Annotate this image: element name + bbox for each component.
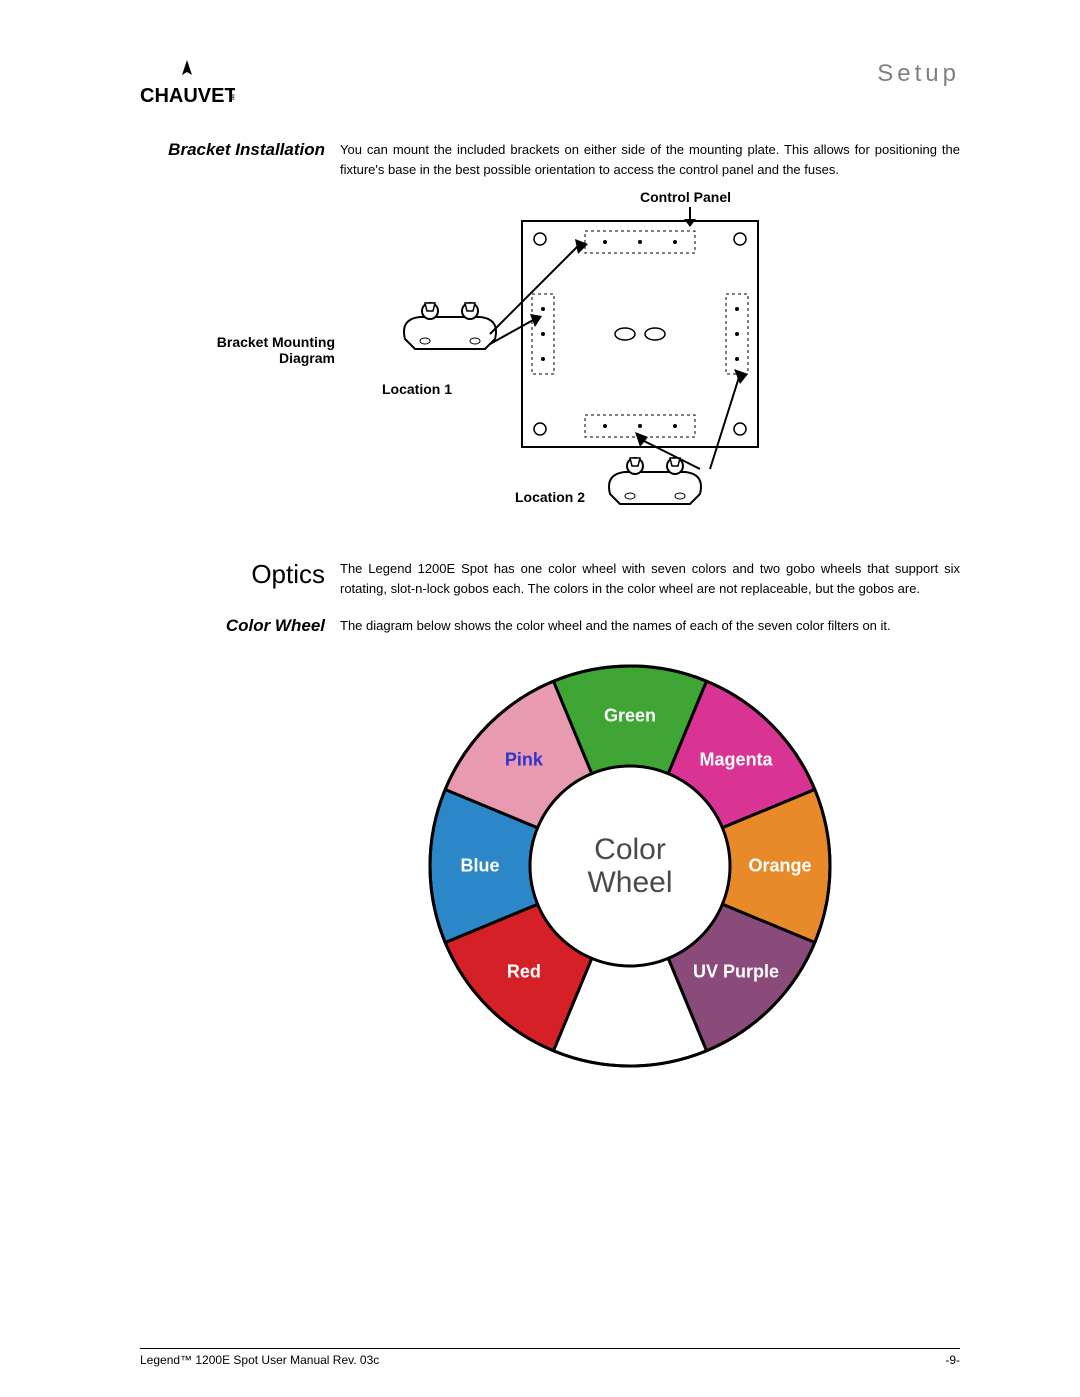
- arrow-icon: [480, 234, 610, 394]
- control-panel-label: Control Panel: [640, 189, 731, 205]
- wheel-segment-label: Red: [507, 962, 541, 983]
- colorwheel-heading: Color Wheel: [140, 616, 325, 636]
- svg-text:®: ®: [230, 93, 235, 102]
- wheel-segment-label: Pink: [505, 749, 543, 770]
- wheel-segment-label: Green: [604, 706, 656, 727]
- wheel-segment-label: Orange: [748, 856, 811, 877]
- wheel-segment-label: Blue: [460, 856, 499, 877]
- location1-label: Location 1: [382, 381, 452, 397]
- wheel-center-label: Color Wheel: [587, 833, 672, 899]
- brand-logo: CHAUVET ®: [140, 60, 235, 110]
- page-section-label: Setup: [877, 60, 960, 88]
- footer-left: Legend™ 1200E Spot User Manual Rev. 03c: [140, 1353, 379, 1367]
- arrow-icon: [610, 339, 760, 489]
- wheel-segment-label: Magenta: [700, 749, 773, 770]
- bracket-mounting-diagram: Control Panel: [140, 189, 960, 539]
- optics-body: The Legend 1200E Spot has one color whee…: [340, 559, 960, 598]
- optics-heading: Optics: [140, 559, 325, 590]
- location2-label: Location 2: [515, 489, 585, 505]
- wheel-segment-label: UV Purple: [693, 962, 779, 983]
- svg-text:CHAUVET: CHAUVET: [140, 85, 235, 107]
- bracket-install-body: You can mount the included brackets on e…: [340, 140, 960, 179]
- color-wheel-diagram: Color Wheel Green Magenta Orange UV Purple R…: [420, 656, 840, 1076]
- colorwheel-body: The diagram below shows the color wheel …: [340, 616, 960, 636]
- bracket-diagram-heading: Bracket Mounting Diagram: [185, 334, 335, 366]
- footer-page-number: -9-: [945, 1353, 960, 1367]
- bracket-install-heading: Bracket Installation: [140, 140, 325, 160]
